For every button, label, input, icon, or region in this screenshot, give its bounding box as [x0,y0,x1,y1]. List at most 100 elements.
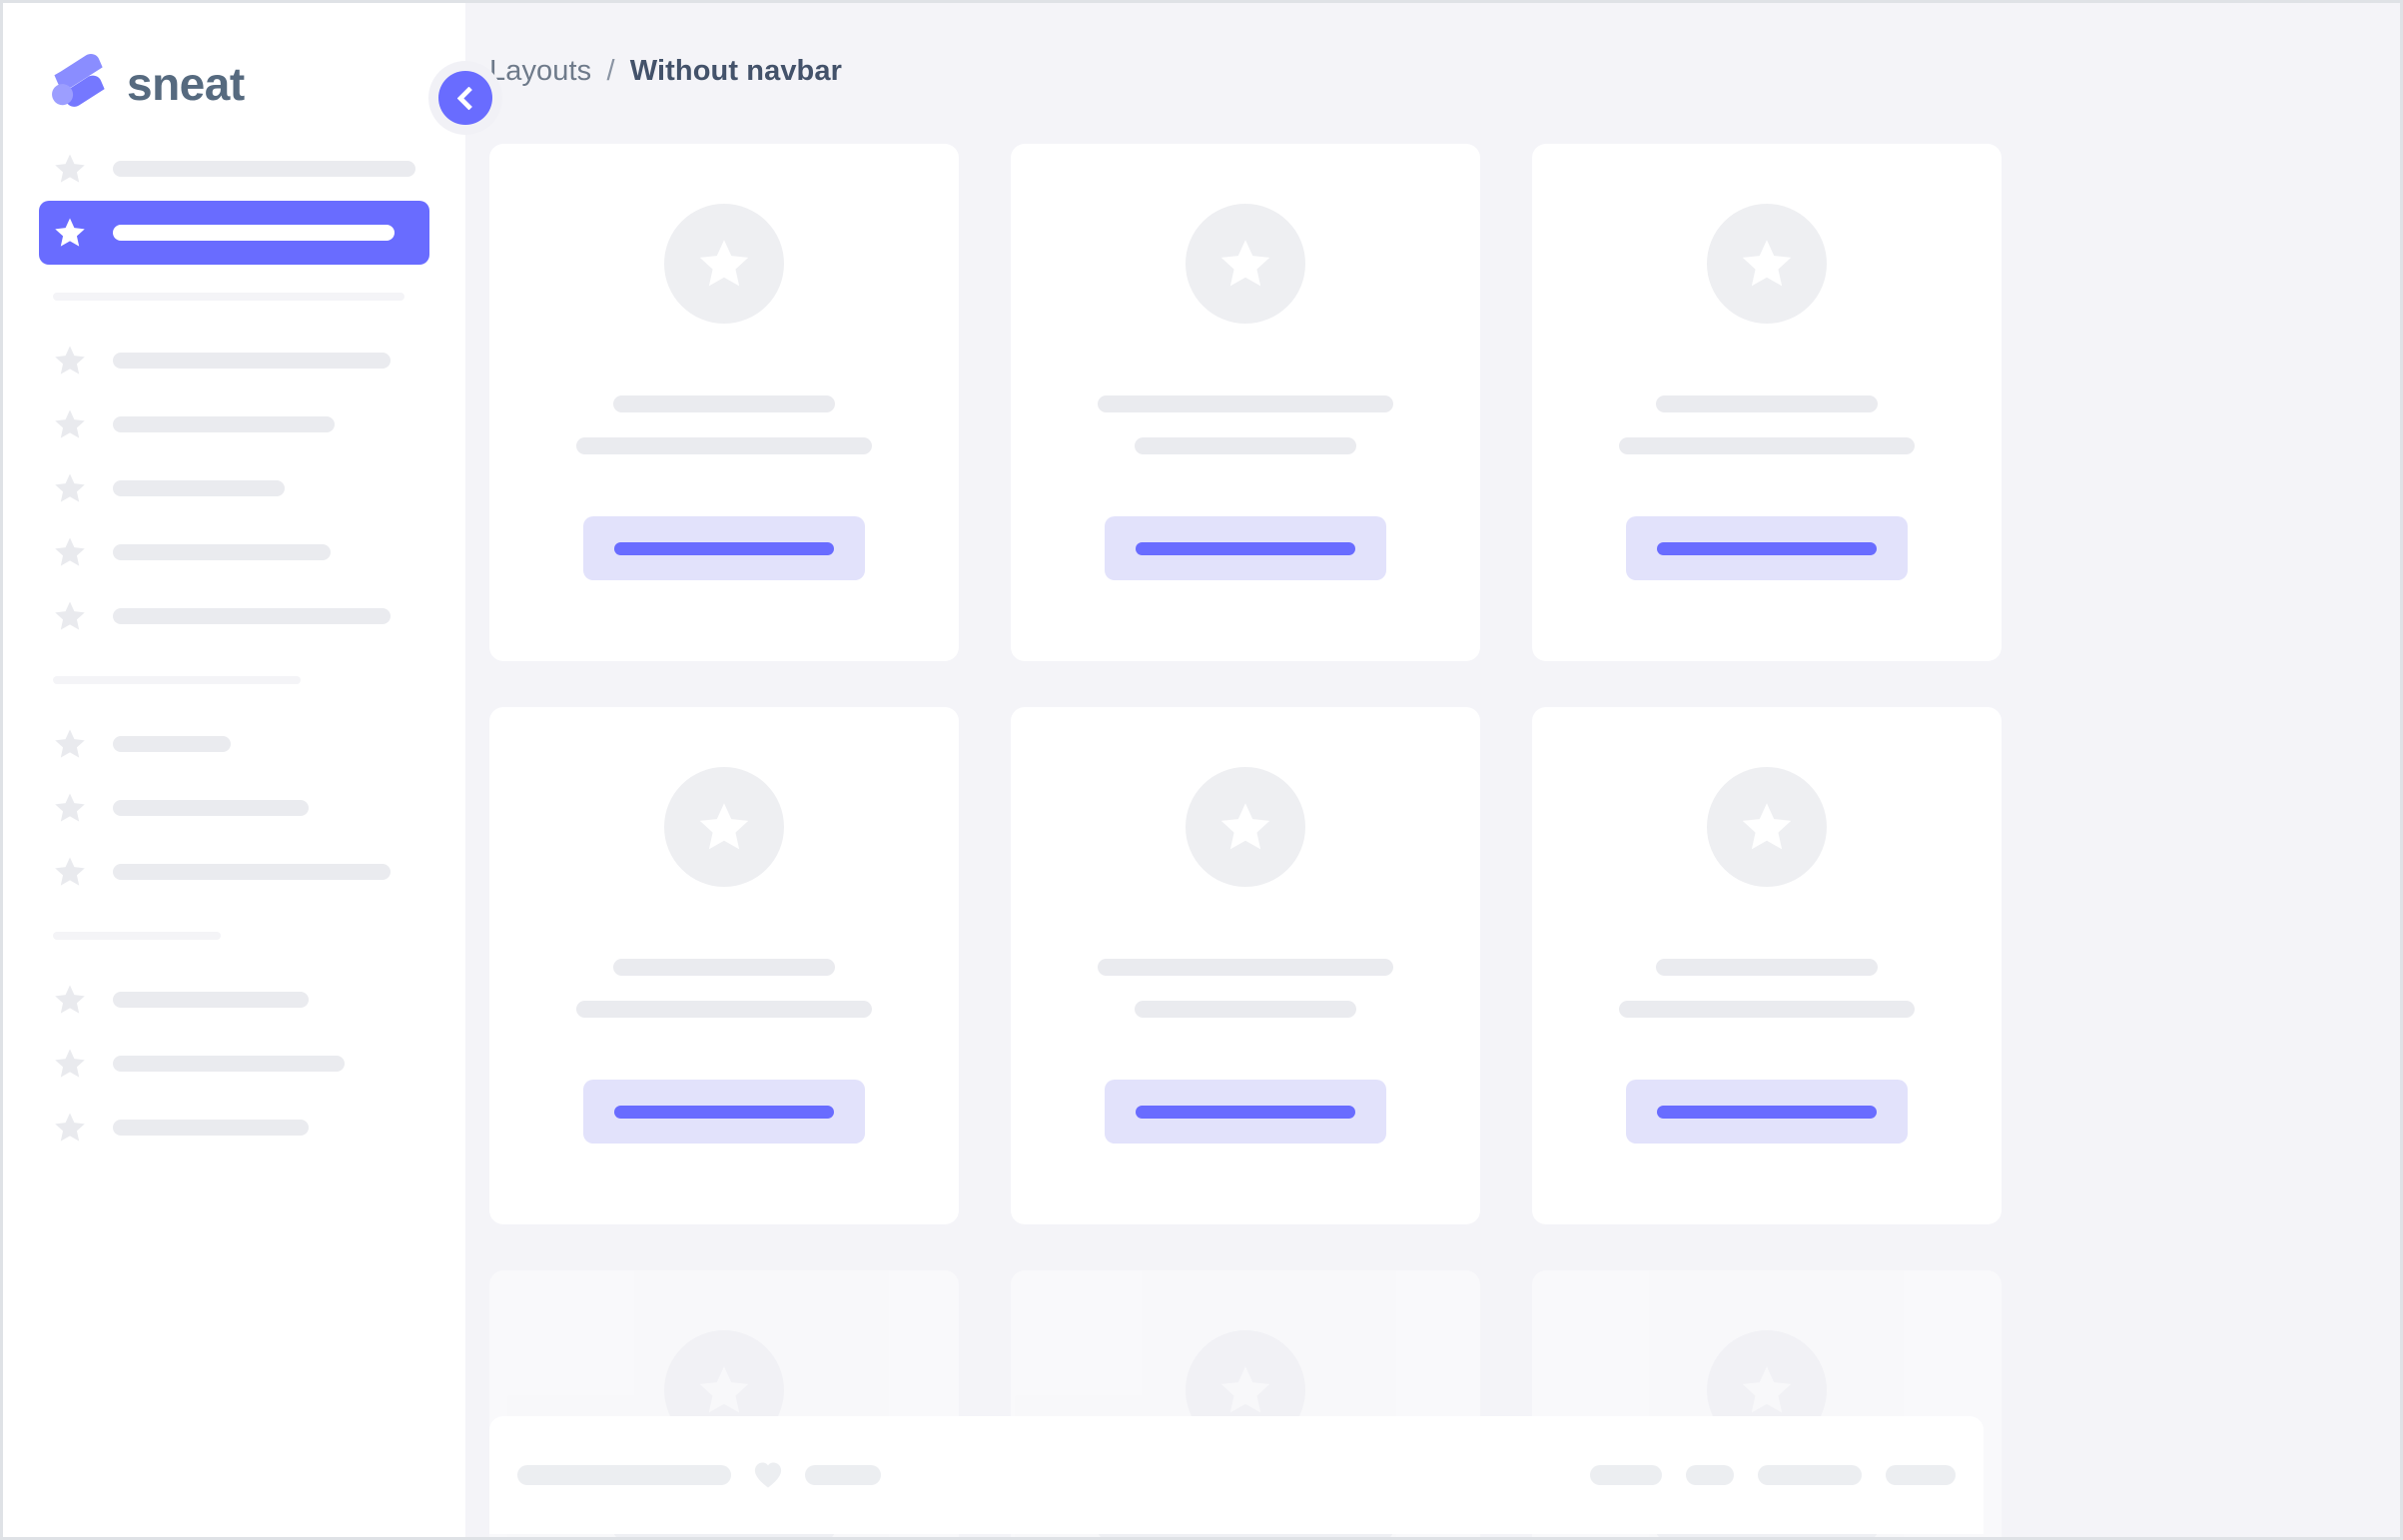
card-action-button-label [614,1105,834,1119]
content-card[interactable] [1532,707,2002,1224]
content-card[interactable] [1011,144,1480,661]
sidebar: sneat [3,3,502,1537]
card-title-placeholder [1656,395,1878,412]
sidebar-item-label [113,736,231,752]
content-card[interactable] [1532,144,2002,661]
sidebar-item[interactable] [39,840,429,904]
star-icon [55,154,85,183]
star-icon [55,346,85,375]
sidebar-divider [53,293,404,301]
card-action-button[interactable] [1105,1080,1386,1144]
card-action-button[interactable] [1105,516,1386,580]
sidebar-item-label [113,480,285,496]
sidebar-item[interactable] [39,456,429,520]
card-avatar [1707,204,1827,324]
card-subtitle-placeholder [576,437,872,454]
sidebar-item-label [113,1056,345,1072]
star-icon [55,537,85,566]
footer [489,1416,1984,1534]
sidebar-item[interactable] [39,329,429,392]
card-action-button[interactable] [1626,516,1908,580]
card-action-button-label [1136,1105,1355,1119]
footer-link-placeholder[interactable] [1686,1465,1734,1485]
brand-name: sneat [127,58,245,110]
sidebar-collapse-toggle[interactable] [428,61,502,135]
star-icon [55,793,85,822]
sidebar-item[interactable] [39,776,429,840]
collapse-toggle-circle [438,71,492,125]
card-action-button-label [614,541,834,555]
card-subtitle-placeholder [576,1001,872,1018]
card-avatar [1186,204,1305,324]
card-action-button-label [1657,541,1877,555]
card-action-button-label [1136,541,1355,555]
card-avatar [1707,767,1827,887]
sidebar-item[interactable] [39,137,429,201]
sidebar-item-label [113,416,335,432]
card-subtitle-placeholder [1619,437,1915,454]
sidebar-item[interactable] [39,1096,429,1159]
star-icon [55,857,85,886]
content-card[interactable] [489,707,959,1224]
star-icon [699,803,749,850]
sidebar-item[interactable] [39,968,429,1032]
breadcrumb-current: Without navbar [629,55,842,87]
card-subtitle-placeholder [1135,1001,1356,1018]
footer-text-placeholder [805,1465,881,1485]
breadcrumb: Layouts / Without navbar [465,3,2400,88]
star-icon [699,1366,749,1413]
card-subtitle-placeholder [1619,1001,1915,1018]
sidebar-item-label [113,800,309,816]
footer-left-group [517,1461,881,1489]
sidebar-item-label [113,992,309,1008]
star-icon [55,1049,85,1078]
card-subtitle-placeholder [1135,437,1356,454]
sidebar-item-label [113,225,395,241]
card-title-placeholder [1098,395,1393,412]
star-icon [699,240,749,287]
star-icon [1220,1366,1270,1413]
sidebar-menu [3,123,465,1159]
heart-icon [754,1462,782,1488]
card-title-placeholder [613,395,835,412]
sidebar-divider [53,932,221,940]
star-icon [1742,1366,1792,1413]
footer-link-placeholder[interactable] [1886,1465,1956,1485]
star-icon [55,985,85,1014]
footer-link-placeholder[interactable] [1590,1465,1662,1485]
sidebar-spacer [39,123,429,137]
content-card[interactable] [489,144,959,661]
card-action-button[interactable] [1626,1080,1908,1144]
sidebar-item-label [113,864,391,880]
sidebar-item[interactable] [39,392,429,456]
card-action-button-label [1657,1105,1877,1119]
footer-right-links [1590,1465,1956,1485]
breadcrumb-parent[interactable]: Layouts [489,55,592,87]
card-action-button[interactable] [583,1080,865,1144]
sidebar-item[interactable] [39,1032,429,1096]
sneat-logo-icon [52,54,105,107]
star-icon [55,409,85,438]
card-grid [465,88,2400,1537]
footer-link-placeholder[interactable] [1758,1465,1862,1485]
card-avatar [664,767,784,887]
sidebar-item-label [113,1120,309,1136]
content-card[interactable] [1011,707,1480,1224]
card-title-placeholder [1656,959,1878,976]
sidebar-item-label [113,608,391,624]
breadcrumb-separator: / [606,55,615,87]
sidebar-item[interactable] [39,584,429,648]
sidebar-item[interactable] [39,712,429,776]
star-icon [1220,803,1270,850]
star-icon [1742,240,1792,287]
brand[interactable]: sneat [3,3,465,123]
star-icon [1742,803,1792,850]
card-action-button[interactable] [583,516,865,580]
card-avatar [664,204,784,324]
star-icon [55,1113,85,1142]
sidebar-item-label [113,353,391,369]
sidebar-item-label [113,161,415,177]
sidebar-item[interactable] [39,520,429,584]
sidebar-item-active[interactable] [39,201,429,265]
